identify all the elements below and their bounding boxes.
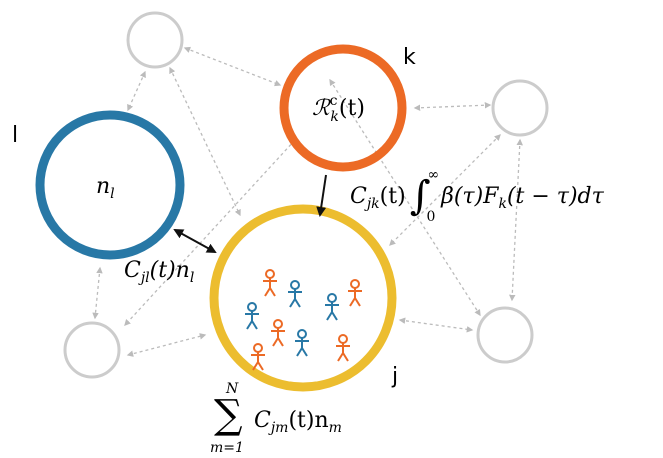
node-name: j bbox=[391, 364, 398, 389]
sum-lower: m=1 bbox=[210, 440, 244, 456]
person-head bbox=[273, 319, 283, 329]
node-name: k bbox=[403, 45, 416, 70]
person-head bbox=[350, 279, 360, 289]
person bbox=[288, 289, 302, 308]
person-head bbox=[297, 329, 307, 339]
sum-sign: ∑ bbox=[214, 392, 243, 438]
node-j bbox=[209, 204, 397, 392]
person-head bbox=[253, 343, 263, 353]
node-label: nl bbox=[96, 174, 115, 202]
person bbox=[348, 288, 362, 307]
person-head bbox=[247, 302, 257, 312]
person bbox=[271, 328, 285, 347]
population bbox=[245, 269, 362, 371]
person-head bbox=[290, 280, 300, 290]
sum-term: Cjm(t)nm bbox=[254, 408, 342, 436]
person bbox=[325, 302, 339, 321]
edge-label: Cjl(t)nl bbox=[124, 258, 194, 286]
person bbox=[251, 352, 265, 371]
person bbox=[295, 338, 309, 357]
node-k bbox=[279, 44, 407, 172]
edge-label: ∑ N m=1 Cjm(t)nm bbox=[210, 381, 342, 456]
minor-nodes bbox=[63, 11, 549, 379]
person-head bbox=[338, 334, 348, 344]
arrow-k-j bbox=[316, 174, 327, 217]
arrow-l-j bbox=[173, 229, 217, 253]
dotted-links bbox=[92, 46, 523, 357]
edge-label: Cjk(t) ∫0∞β(τ)Fk(t − τ)dτ bbox=[350, 167, 605, 225]
person-head bbox=[327, 293, 337, 303]
person bbox=[263, 278, 277, 297]
person bbox=[336, 343, 350, 362]
person bbox=[245, 311, 259, 330]
node-l bbox=[35, 110, 185, 260]
person-head bbox=[265, 269, 275, 279]
node-name: l bbox=[12, 123, 18, 148]
sum-upper: N bbox=[225, 381, 239, 397]
node-label: ℛc k(t) bbox=[312, 93, 365, 125]
